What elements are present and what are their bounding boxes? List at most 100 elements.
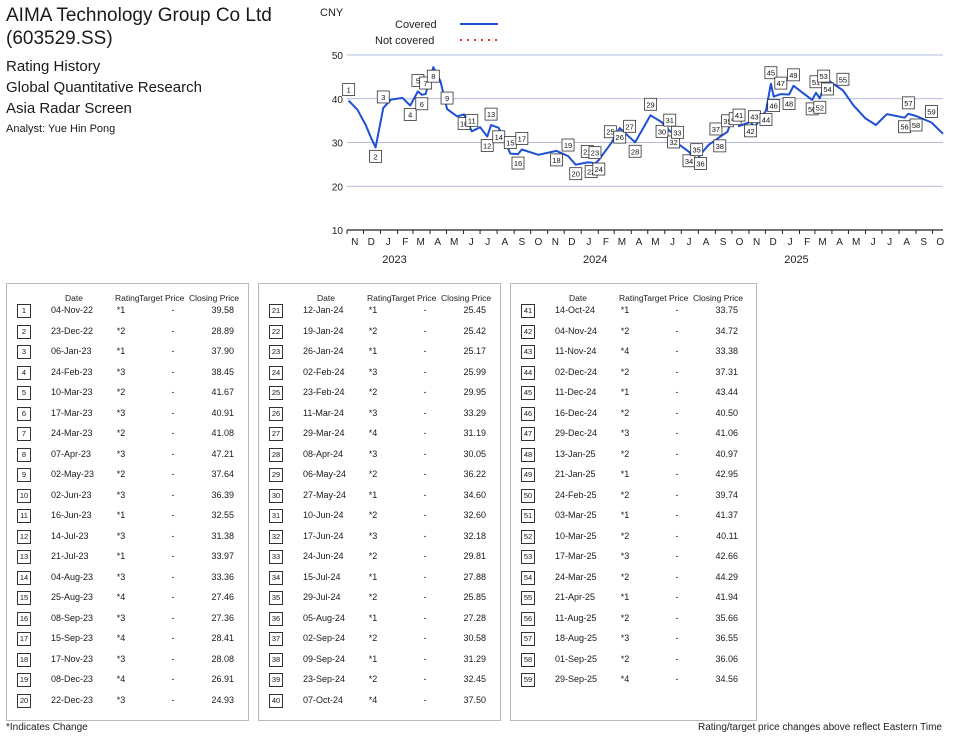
- row-number: 20: [17, 693, 31, 708]
- rating-marker-label: 22: [587, 168, 595, 177]
- target-price-cell: -: [423, 510, 427, 520]
- closing-price-cell: 29.81: [463, 551, 486, 561]
- rating-marker-label: 41: [735, 111, 743, 120]
- x-tick-label: F: [603, 237, 609, 248]
- closing-price-cell: 40.50: [715, 407, 738, 418]
- rating-cell: *3: [116, 612, 126, 623]
- table-row: 39 23-Sep-24 *2 - 32.45: [259, 670, 500, 690]
- row-number: 57: [521, 632, 535, 646]
- row-number: 45: [521, 386, 535, 400]
- rating-cell: *3: [116, 694, 126, 705]
- closing-price-cell: 41.67: [211, 387, 234, 397]
- y-tick-label: 40: [332, 95, 344, 106]
- table-header: Date: [317, 293, 335, 303]
- date-cell: 08-Sep-23: [51, 612, 94, 623]
- x-tick-label: J: [871, 237, 876, 248]
- row-number: 49: [521, 468, 535, 482]
- rating-marker-label: 20: [572, 170, 580, 179]
- table-header: Closing Price: [441, 293, 492, 303]
- date-cell: 12-Jan-24: [303, 305, 344, 315]
- table-row: 21 12-Jan-24 *1 - 25.45: [259, 301, 500, 321]
- rating-cell: *1: [116, 346, 126, 356]
- closing-price-cell: 26.91: [211, 674, 234, 684]
- table-row: 35 29-Jul-24 *2 - 25.85: [259, 588, 500, 608]
- footnote-change: *Indicates Change: [6, 722, 88, 733]
- target-price-cell: -: [675, 407, 679, 418]
- target-price-cell: -: [423, 633, 427, 643]
- table-row: 59 29-Sep-25 *4 - 34.56: [511, 670, 756, 690]
- legend-covered-label: Covered: [395, 19, 437, 31]
- table-row: 20 22-Dec-23 *3 - 24.93: [7, 691, 248, 711]
- rating-cell: *3: [368, 366, 378, 377]
- date-cell: 08-Dec-23: [51, 674, 94, 684]
- rating-marker: [655, 124, 669, 138]
- rating-marker-label: 21: [583, 147, 591, 156]
- table-row: 13 21-Jul-23 *1 - 33.97: [7, 547, 248, 567]
- rating-cell: *2: [368, 633, 378, 643]
- date-cell: 07-Apr-23: [51, 448, 92, 459]
- y-tick-label: 20: [332, 182, 344, 193]
- table-row: 37 02-Sep-24 *2 - 30.58: [259, 629, 500, 649]
- rating-cell: *1: [620, 387, 630, 397]
- row-number: 32: [269, 529, 283, 544]
- closing-price-cell: 40.91: [211, 407, 234, 418]
- date-cell: 04-Aug-23: [51, 571, 94, 582]
- table-row: 51 03-Mar-25 *1 - 41.37: [511, 506, 756, 526]
- y-tick-label: 10: [332, 226, 344, 237]
- rating-cell: *4: [620, 674, 630, 684]
- rating-cell: *3: [116, 653, 126, 664]
- target-price-cell: -: [675, 571, 679, 582]
- row-number: 2: [17, 324, 31, 339]
- table-row: 52 10-Mar-25 *2 - 40.11: [511, 527, 756, 547]
- rating-cell: *2: [368, 592, 378, 602]
- rating-marker-label: 25: [606, 128, 614, 137]
- row-number: 4: [17, 365, 31, 380]
- date-cell: 14-Oct-24: [555, 305, 596, 315]
- table-row: 22 19-Jan-24 *2 - 25.42: [259, 322, 500, 342]
- rating-cell: *1: [368, 653, 378, 664]
- table-header: Rating: [619, 293, 644, 303]
- target-price-cell: -: [171, 448, 175, 459]
- rating-marker-label: 23: [591, 149, 599, 158]
- rating-table: Date Rating Target Price Closing Price 41 14-…: [510, 283, 757, 721]
- rating-marker-label: 31: [666, 116, 674, 125]
- rating-cell: *1: [620, 592, 630, 602]
- table-row: 6 17-Mar-23 *3 - 40.91: [7, 404, 248, 424]
- target-price-cell: -: [423, 612, 427, 623]
- rating-marker-label: 9: [445, 94, 449, 103]
- row-number: 27: [269, 427, 283, 441]
- row-number: 52: [521, 529, 535, 544]
- target-price-cell: -: [171, 612, 175, 623]
- rating-marker-label: 54: [823, 85, 831, 94]
- closing-price-cell: 34.60: [463, 489, 486, 500]
- rating-cell: *1: [368, 571, 378, 582]
- table-header: Closing Price: [189, 293, 240, 303]
- table-row: 30 27-May-24 *1 - 34.60: [259, 486, 500, 506]
- row-number: 48: [521, 447, 535, 462]
- table-row: 9 02-May-23 *2 - 37.64: [7, 465, 248, 485]
- date-cell: 24-Mar-25: [555, 571, 597, 582]
- closing-price-cell: 34.56: [715, 674, 738, 684]
- rating-cell: *2: [620, 448, 630, 459]
- rating-marker-label: 55: [839, 75, 847, 84]
- date-cell: 17-Mar-25: [555, 551, 597, 561]
- rating-marker: [484, 107, 498, 121]
- y-tick-label: 50: [332, 51, 344, 62]
- x-tick-label: M: [852, 237, 860, 248]
- x-tick-label: S: [519, 237, 526, 248]
- date-cell: 06-Jan-23: [51, 346, 92, 356]
- target-price-cell: -: [675, 366, 679, 377]
- report-type: Rating History: [6, 58, 101, 75]
- x-tick-label: S: [720, 237, 727, 248]
- date-cell: 22-Dec-23: [51, 694, 94, 705]
- row-number: 9: [17, 468, 31, 482]
- report-header: AIMA Technology Group Co Ltd (603529.SS)…: [6, 4, 272, 137]
- date-cell: 29-Jul-24: [303, 592, 341, 602]
- table-header: Target Price: [391, 293, 437, 303]
- y-tick-label: 30: [332, 139, 344, 150]
- row-number: 42: [521, 324, 535, 339]
- rating-cell: *2: [620, 407, 630, 418]
- table-row: 46 16-Dec-24 *2 - 40.50: [511, 404, 756, 424]
- rating-cell: *3: [620, 428, 630, 438]
- rating-marker-label: 50: [808, 105, 816, 114]
